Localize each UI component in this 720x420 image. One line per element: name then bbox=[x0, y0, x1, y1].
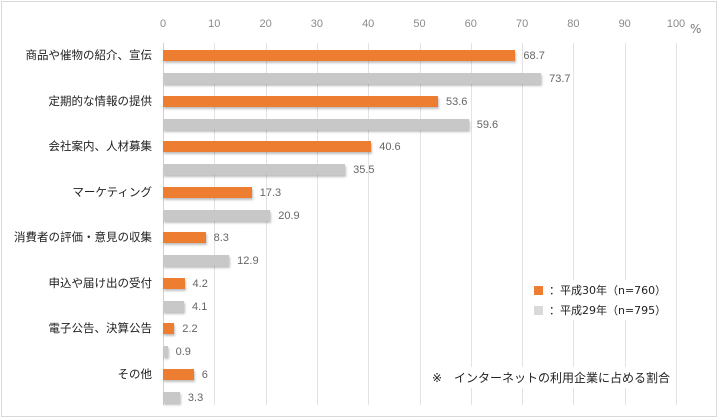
legend-label-h30: ：平成30年（n=760） bbox=[549, 284, 667, 297]
category-label: 会社案内、人材募集 bbox=[48, 139, 153, 153]
data-label: 40.6 bbox=[379, 141, 401, 153]
data-label: 2.2 bbox=[182, 323, 198, 335]
x-tick-label: 20 bbox=[259, 18, 272, 30]
gridline bbox=[676, 43, 677, 405]
data-label: 73.7 bbox=[549, 73, 571, 85]
gridline bbox=[214, 43, 216, 405]
gridline bbox=[316, 43, 318, 405]
category-label: 消費者の評価・意見の収集 bbox=[14, 230, 152, 244]
x-tick-label: 100 bbox=[666, 18, 686, 30]
gridline bbox=[470, 43, 472, 405]
data-label: 6 bbox=[201, 368, 208, 381]
gridline bbox=[163, 43, 164, 405]
data-label: 53.6 bbox=[445, 95, 468, 108]
legend-item-h30: ：平成30年（n=760） bbox=[534, 280, 667, 300]
data-label: 59.6 bbox=[476, 118, 499, 131]
x-tick-label: 0 bbox=[159, 18, 167, 30]
data-label: 17.3 bbox=[259, 186, 282, 199]
chart-annotation: ※ インターネットの利用企業に占める割合 bbox=[428, 367, 675, 388]
gridline bbox=[573, 43, 575, 405]
legend-swatch-gray-icon bbox=[534, 305, 543, 315]
bar-h30 bbox=[163, 368, 194, 380]
category-label: その他 bbox=[117, 366, 153, 381]
bar-h30 bbox=[163, 141, 372, 152]
x-tick-label: 30 bbox=[310, 18, 324, 30]
category-label: 電子公告、決算公告 bbox=[48, 321, 153, 335]
x-tick-label: 80 bbox=[567, 18, 580, 30]
plot-area: 68.7 73.7 53.6 59.6 40.6 35.5 17.3 20.9 8.3 12.9 4… bbox=[163, 43, 677, 405]
data-label: 3.3 bbox=[187, 391, 204, 404]
legend: ：平成30年（n=760） ：平成29年（n=795） bbox=[534, 280, 667, 320]
bar-h29 bbox=[163, 346, 168, 357]
bar-h29 bbox=[163, 255, 230, 266]
bar-h29 bbox=[163, 209, 271, 221]
bar-h30 bbox=[163, 95, 438, 107]
data-label: 4.2 bbox=[192, 277, 208, 290]
data-label: 0.9 bbox=[175, 346, 191, 358]
bar-h30 bbox=[163, 323, 175, 334]
data-label: 35.5 bbox=[353, 164, 375, 176]
bar-h29 bbox=[163, 73, 542, 84]
category-label: 申込や届け出の受付 bbox=[48, 275, 153, 290]
data-label: 68.7 bbox=[523, 50, 545, 62]
x-tick-label: 10 bbox=[208, 18, 221, 30]
bar-h30 bbox=[163, 186, 252, 198]
gridline bbox=[265, 43, 267, 405]
category-label: 定期的な情報の提供 bbox=[48, 93, 153, 108]
category-label: マーケティング bbox=[72, 184, 152, 199]
bar-h30 bbox=[163, 277, 185, 289]
x-tick-label: 60 bbox=[464, 18, 477, 30]
legend-item-h29: ：平成29年（n=795） bbox=[534, 300, 667, 320]
data-label: 20.9 bbox=[278, 209, 300, 222]
gridline bbox=[368, 43, 370, 405]
bar-h29 bbox=[163, 391, 180, 403]
x-axis-unit-label: % bbox=[690, 22, 702, 36]
bar-h29 bbox=[163, 118, 469, 130]
data-label: 4.1 bbox=[192, 300, 208, 313]
x-tick-label: 40 bbox=[362, 18, 375, 30]
data-label: 12.9 bbox=[237, 255, 259, 267]
gridline bbox=[419, 43, 421, 405]
bar-h30 bbox=[163, 232, 206, 243]
x-tick-label: 90 bbox=[618, 18, 631, 30]
bar-h29 bbox=[163, 164, 346, 175]
gridline bbox=[624, 43, 626, 405]
x-tick-label: 70 bbox=[515, 18, 529, 30]
bar-h30 bbox=[163, 50, 516, 61]
bar-h29 bbox=[163, 300, 185, 312]
legend-swatch-orange-icon bbox=[534, 285, 543, 295]
data-label: 8.3 bbox=[213, 232, 229, 244]
legend-label-h29: ：平成29年（n=795） bbox=[549, 304, 667, 317]
category-label: 商品や催物の紹介、宣伝 bbox=[25, 48, 153, 62]
gridline bbox=[522, 43, 524, 405]
x-tick-label: 50 bbox=[413, 18, 426, 30]
